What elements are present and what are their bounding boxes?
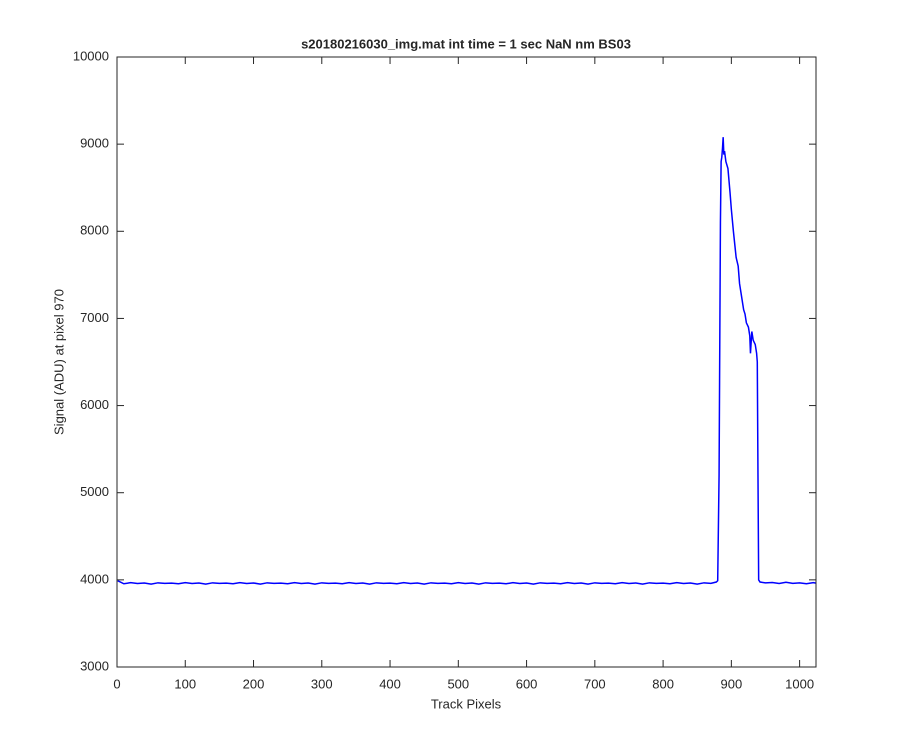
plot-frame — [116, 56, 817, 668]
x-tick-label: 800 — [652, 676, 674, 691]
y-tick-label: 6000 — [80, 397, 109, 412]
x-tick-label: 900 — [721, 676, 743, 691]
x-tick-label: 100 — [174, 676, 196, 691]
x-tick-label: 700 — [584, 676, 606, 691]
y-tick-label: 10000 — [73, 48, 109, 63]
y-tick-label: 4000 — [80, 571, 109, 586]
x-tick-label: 500 — [447, 676, 469, 691]
x-tick-label: 1000 — [785, 676, 814, 691]
x-tick-label: 0 — [113, 676, 120, 691]
y-tick-label: 9000 — [80, 136, 109, 151]
x-tick-label: 200 — [243, 676, 265, 691]
chart-title: s20180216030_img.mat int time = 1 sec Na… — [301, 36, 631, 51]
x-tick-label: 300 — [311, 676, 333, 691]
x-tick-label: 400 — [379, 676, 401, 691]
y-tick-label: 8000 — [80, 223, 109, 238]
y-tick-label: 7000 — [80, 310, 109, 325]
y-tick-label: 5000 — [80, 484, 109, 499]
x-tick-label: 600 — [516, 676, 538, 691]
x-axis-label: Track Pixels — [431, 696, 502, 711]
data-line — [117, 137, 817, 585]
y-axis-label: Signal (ADU) at pixel 970 — [51, 289, 66, 435]
y-tick-label: 3000 — [80, 658, 109, 673]
